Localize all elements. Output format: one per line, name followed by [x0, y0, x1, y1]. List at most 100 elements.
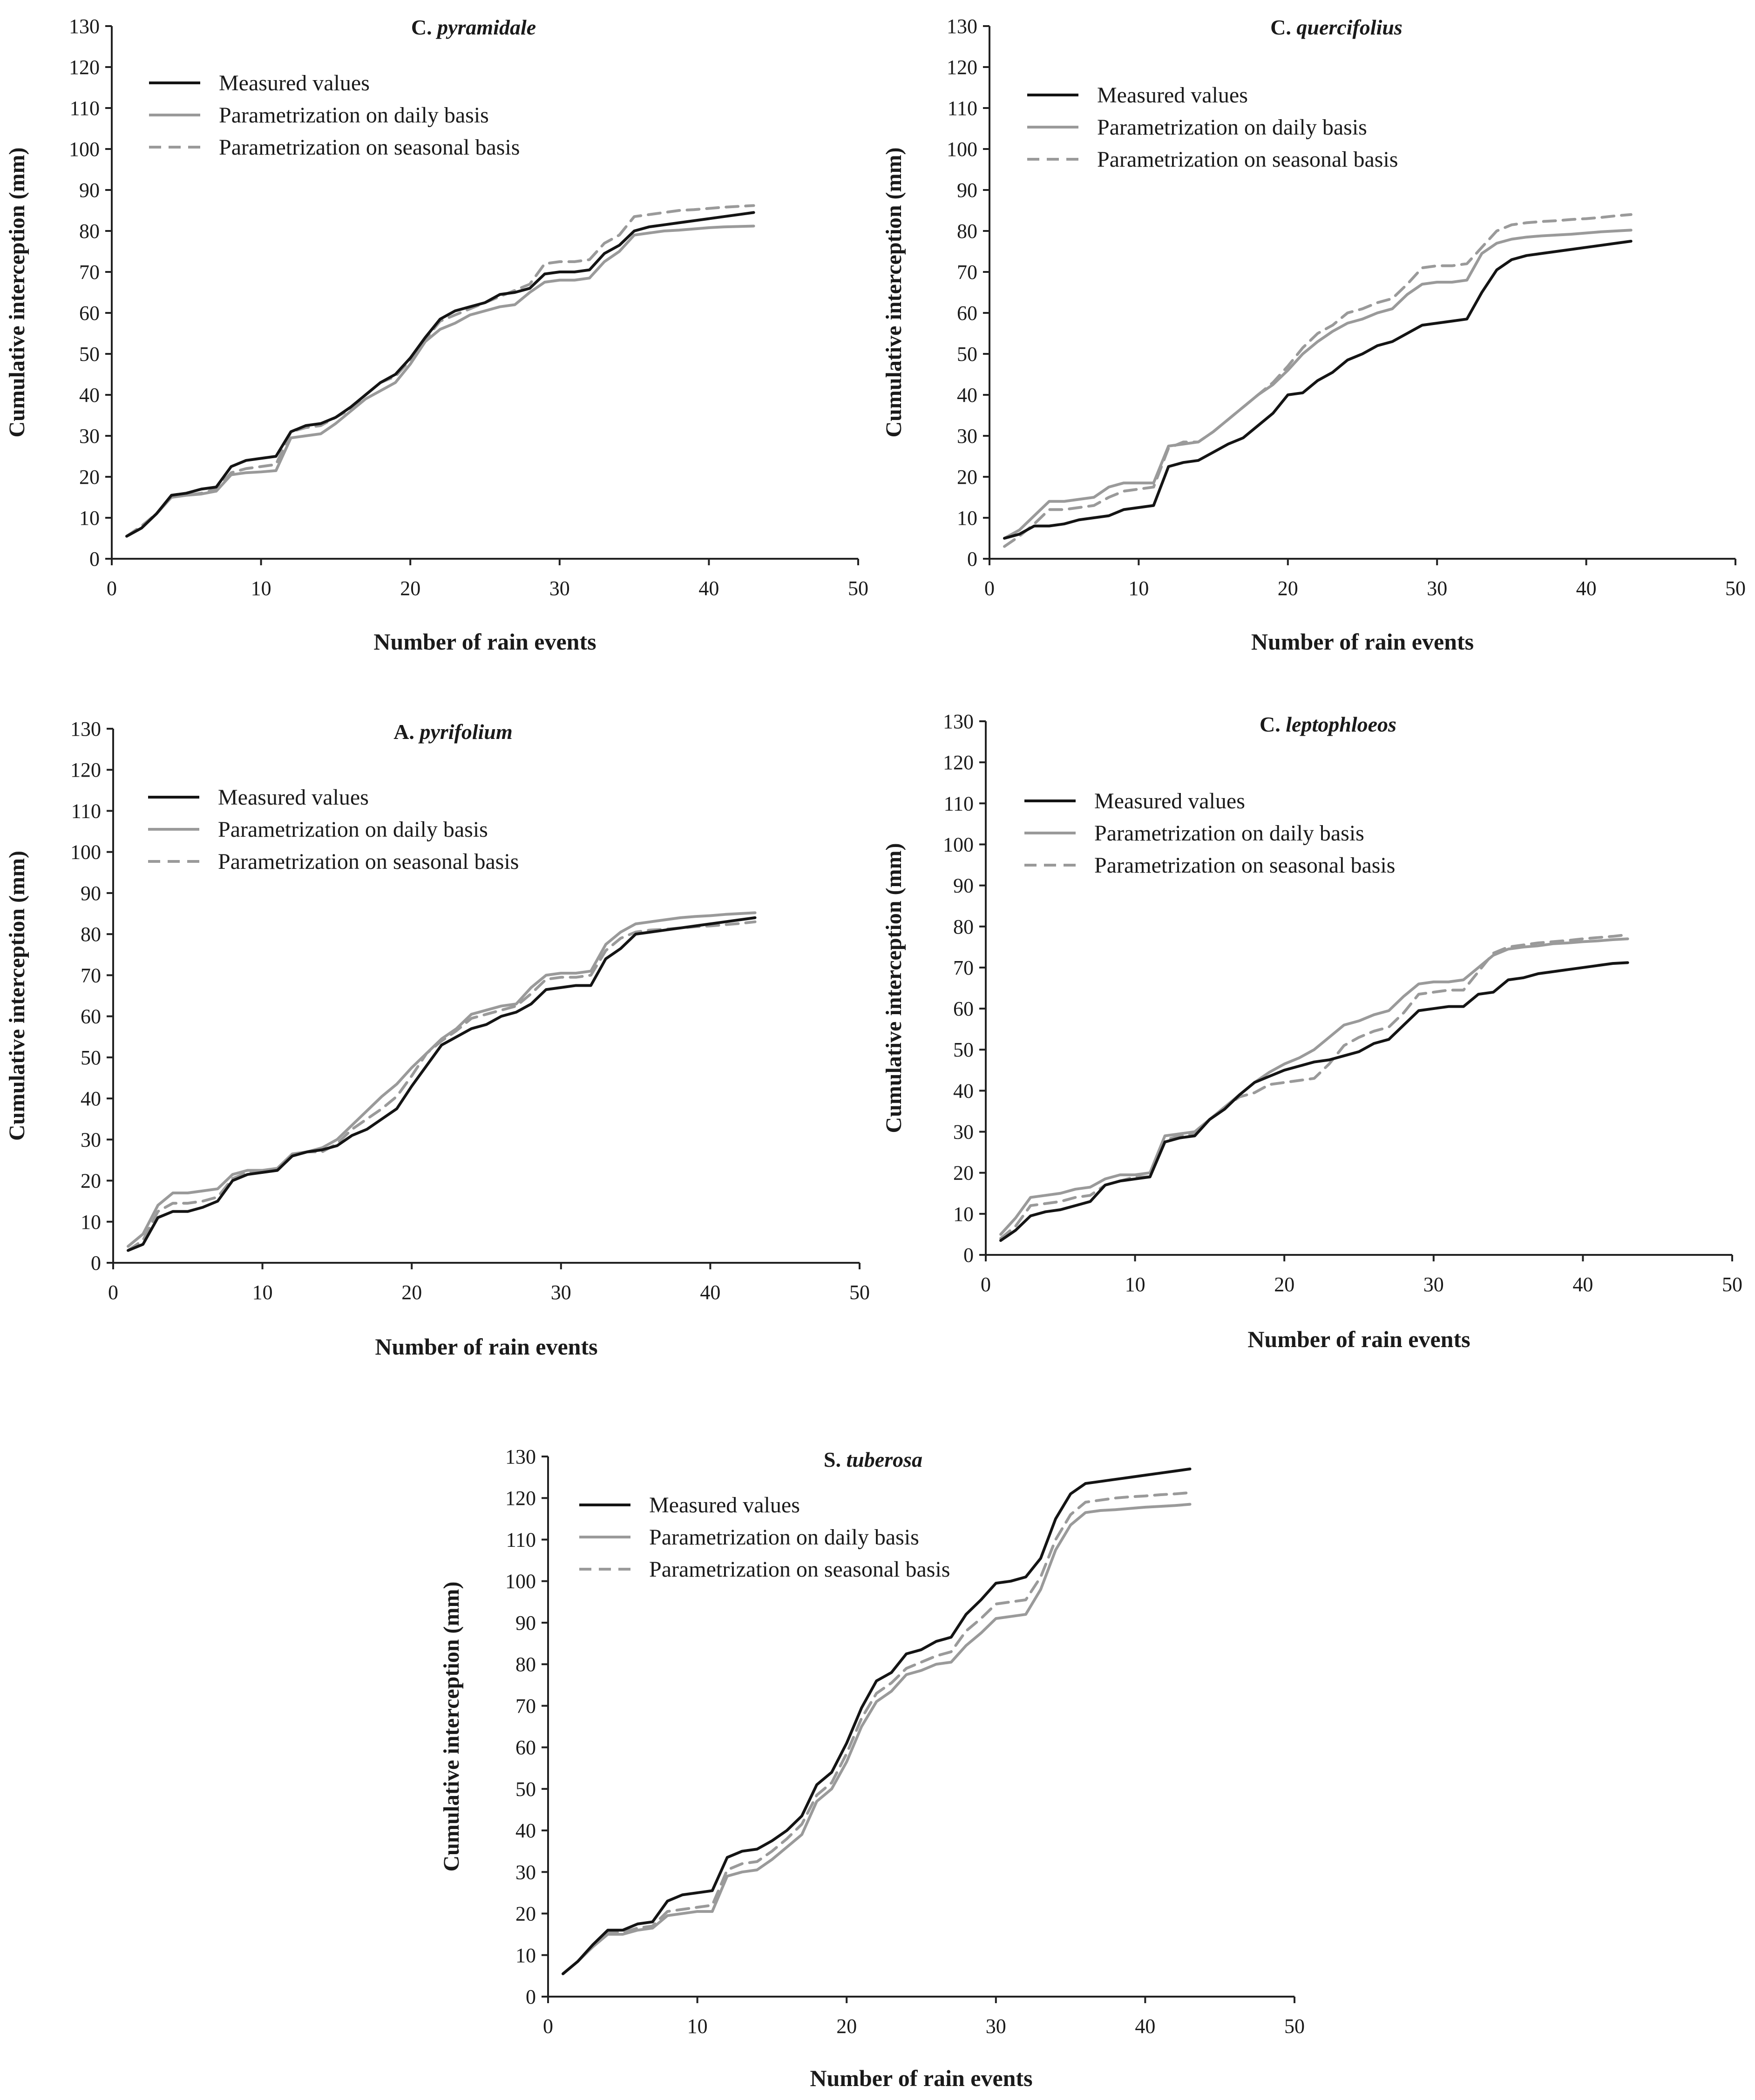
y-tick-label: 70 — [79, 261, 100, 284]
x-tick-label: 50 — [1722, 1273, 1742, 1296]
y-tick-label: 120 — [505, 1487, 536, 1510]
y-tick-label: 20 — [79, 466, 100, 488]
y-axis-label: Cumulative interception (mm) — [881, 147, 906, 437]
series-line-measured — [127, 916, 757, 1252]
y-tick-label: 40 — [79, 384, 100, 406]
x-tick-label: 10 — [252, 1281, 273, 1304]
y-tick-label: 0 — [526, 1985, 536, 2008]
chart-title-species: quercifolius — [1296, 15, 1402, 39]
y-tick-label: 60 — [957, 302, 977, 325]
x-tick-label: 10 — [687, 2015, 708, 2038]
legend-label: Measured values — [218, 785, 369, 810]
x-tick-label: 10 — [1128, 577, 1149, 600]
x-axis-label: Number of rain events — [1251, 629, 1474, 655]
chart-title: C. leptophloeos — [1260, 712, 1396, 736]
y-tick-label: 50 — [953, 1038, 974, 1061]
y-tick-label: 80 — [953, 915, 974, 938]
y-tick-label: 90 — [953, 874, 974, 897]
y-axis-label: Cumulative interception (mm) — [439, 1581, 464, 1871]
x-tick-label: 40 — [1576, 577, 1597, 600]
y-tick-label: 40 — [81, 1087, 101, 1110]
y-tick-label: 100 — [947, 138, 977, 161]
y-tick-label: 70 — [81, 964, 101, 987]
y-tick-label: 50 — [957, 343, 977, 366]
y-tick-label: 110 — [944, 792, 974, 815]
series-line-measured — [125, 211, 755, 538]
y-tick-label: 110 — [948, 97, 977, 120]
y-tick-label: 130 — [505, 1445, 536, 1468]
y-tick-label: 80 — [79, 220, 100, 243]
x-tick-label: 10 — [1125, 1273, 1145, 1296]
legend-label: Measured values — [649, 1493, 800, 1517]
series-line-daily — [562, 1503, 1192, 1975]
y-tick-label: 110 — [506, 1528, 536, 1551]
y-tick-label: 130 — [70, 718, 101, 740]
y-tick-label: 10 — [957, 507, 977, 529]
legend-label: Parametrization on daily basis — [1094, 821, 1364, 846]
x-tick-label: 0 — [107, 577, 117, 600]
series-line-daily — [999, 937, 1629, 1236]
x-tick-label: 10 — [251, 577, 271, 600]
chart-panel-pyrifolium: 0 10 20 30 40 50 60 70 80 90 100 110 120 130 0 10 20 30 40… — [5, 718, 870, 1360]
series-line-measured — [999, 961, 1629, 1242]
x-axis-label: Number of rain events — [1247, 1326, 1470, 1352]
series-line-daily — [125, 224, 755, 538]
legend-label: Parametrization on daily basis — [219, 103, 489, 128]
y-tick-label: 10 — [953, 1203, 974, 1226]
x-tick-label: 30 — [549, 577, 570, 600]
y-tick-label: 70 — [515, 1694, 536, 1717]
y-tick-label: 20 — [953, 1162, 974, 1185]
y-tick-label: 120 — [947, 56, 977, 79]
y-tick-label: 120 — [943, 751, 974, 774]
y-tick-label: 40 — [957, 384, 977, 406]
y-tick-label: 30 — [79, 425, 100, 447]
series-line-seasonal — [127, 920, 757, 1252]
chart-panel-tuberosa: 0 10 20 30 40 50 60 70 80 90 100 110 120 130 0 10 20 30 40… — [439, 1445, 1305, 2091]
series-line-daily — [127, 911, 757, 1248]
chart-panel-pyramidale: 0 10 20 30 40 50 60 70 80 90 100 110 120 130 0 10 20 30 40… — [5, 15, 868, 655]
y-tick-label: 110 — [71, 799, 101, 822]
y-tick-label: 20 — [81, 1170, 101, 1192]
y-tick-label: 120 — [69, 56, 100, 79]
x-tick-label: 20 — [1278, 577, 1298, 600]
chart-title-prefix: S. — [824, 1448, 847, 1471]
y-tick-label: 90 — [515, 1612, 536, 1634]
x-tick-label: 40 — [698, 577, 719, 600]
series-line-seasonal — [999, 933, 1629, 1240]
y-tick-label: 50 — [79, 343, 100, 366]
chart-title: S. tuberosa — [824, 1448, 922, 1471]
y-tick-label: 10 — [79, 507, 100, 529]
y-tick-label: 90 — [957, 179, 977, 202]
y-tick-label: 130 — [69, 15, 100, 38]
chart-title-prefix: C. — [1270, 15, 1296, 39]
y-tick-label: 70 — [953, 956, 974, 979]
x-tick-label: 40 — [1572, 1273, 1593, 1296]
x-tick-label: 0 — [543, 2015, 553, 2038]
chart-title-prefix: C. — [1260, 712, 1286, 736]
legend-label: Parametrization on daily basis — [649, 1525, 919, 1550]
y-tick-label: 80 — [81, 923, 101, 946]
y-tick-label: 40 — [953, 1079, 974, 1102]
legend-label: Parametrization on daily basis — [1097, 115, 1367, 140]
y-tick-label: 120 — [70, 759, 101, 781]
x-tick-label: 50 — [849, 1281, 870, 1304]
y-tick-label: 50 — [515, 1778, 536, 1801]
y-tick-label: 110 — [70, 97, 100, 120]
x-tick-label: 0 — [981, 1273, 991, 1296]
y-tick-label: 30 — [957, 425, 977, 447]
y-tick-label: 40 — [515, 1819, 536, 1842]
y-tick-label: 30 — [81, 1128, 101, 1151]
x-tick-label: 0 — [108, 1281, 118, 1304]
legend-label: Measured values — [1097, 83, 1248, 108]
chart-title-species: pyrifolium — [418, 720, 512, 744]
y-tick-label: 60 — [515, 1736, 536, 1759]
y-tick-label: 0 — [89, 548, 100, 570]
chart-title-prefix: A. — [393, 720, 420, 744]
y-tick-label: 50 — [81, 1046, 101, 1069]
y-axis-label: Cumulative interception (mm) — [881, 843, 906, 1133]
legend-label: Measured values — [1094, 789, 1245, 813]
y-tick-label: 10 — [81, 1211, 101, 1233]
y-tick-label: 100 — [70, 841, 101, 864]
x-tick-label: 20 — [401, 1281, 422, 1304]
y-tick-label: 100 — [69, 138, 100, 161]
